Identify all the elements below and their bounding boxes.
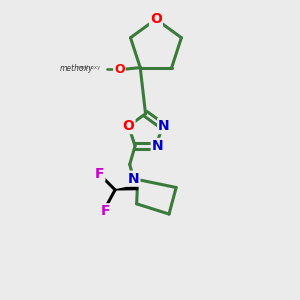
Text: methoxy: methoxy — [76, 65, 100, 70]
Text: F: F — [95, 167, 104, 181]
Text: O: O — [150, 12, 162, 26]
Text: N: N — [158, 119, 170, 133]
Text: methoxy: methoxy — [60, 64, 93, 73]
Text: O: O — [114, 63, 125, 76]
Text: O: O — [123, 119, 134, 133]
Polygon shape — [115, 185, 138, 190]
Text: N: N — [128, 172, 140, 186]
Text: N: N — [152, 139, 163, 153]
Text: F: F — [100, 204, 110, 218]
